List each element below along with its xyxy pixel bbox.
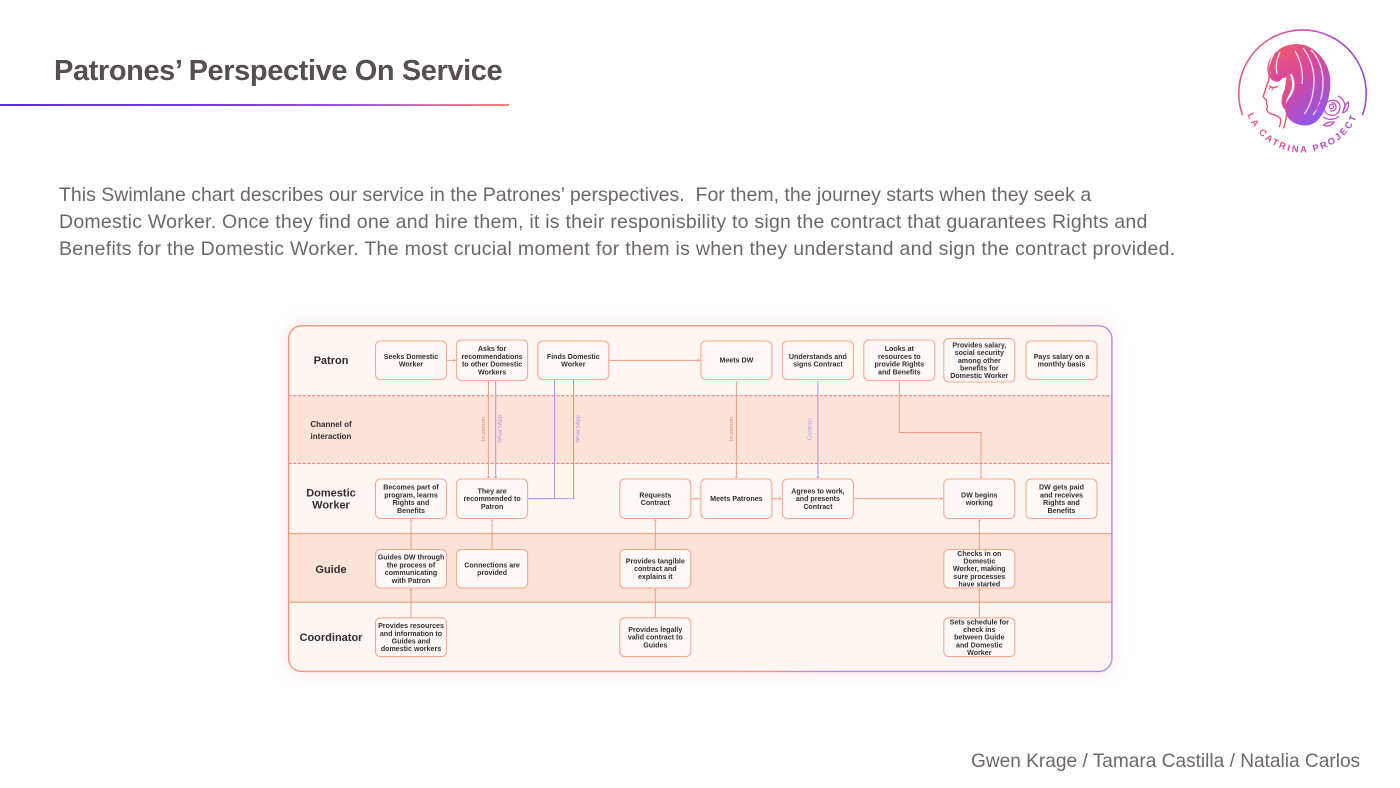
svg-text:What'sApp: What'sApp <box>576 415 582 443</box>
svg-text:In person: In person <box>481 417 487 441</box>
svg-text:In person: In person <box>729 417 735 441</box>
svg-text:Contract: Contract <box>808 418 814 440</box>
svg-text:Meets DW: Meets DW <box>719 357 753 365</box>
svg-text:Patron: Patron <box>314 355 349 367</box>
svg-text:Worker: Worker <box>312 500 350 512</box>
svg-text:Provides salary,social securit: Provides salary, social security among oth… <box>950 341 1008 380</box>
svg-text:Meets Patrones: Meets Patrones <box>710 495 762 503</box>
svg-text:Guide: Guide <box>315 564 346 576</box>
svg-text:Channel of: Channel of <box>310 420 352 429</box>
svg-text:Domestic: Domestic <box>306 488 356 500</box>
svg-text:Coordinator: Coordinator <box>300 632 364 644</box>
svg-text:interaction: interaction <box>311 432 352 441</box>
svg-text:What'sApp: What'sApp <box>498 415 504 443</box>
